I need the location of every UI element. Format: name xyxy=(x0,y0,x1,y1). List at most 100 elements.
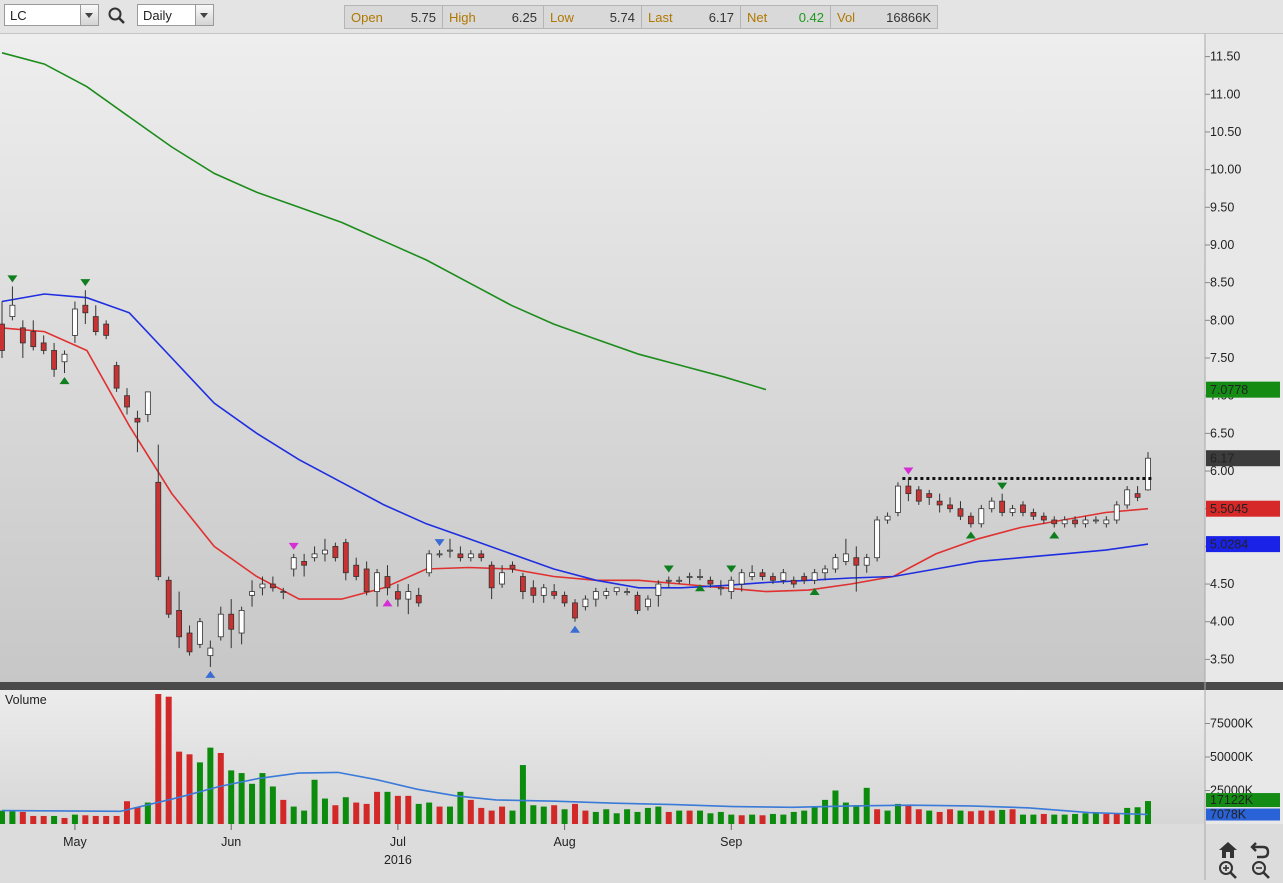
volume-bar xyxy=(926,810,933,824)
price-tick-label: 9.50 xyxy=(1210,200,1234,214)
volume-bar xyxy=(957,810,964,824)
signal-marker xyxy=(997,482,1008,490)
candle-body xyxy=(228,613,235,630)
volume-moving-average xyxy=(1,771,1149,816)
ma-value-label-3: 7.0778 xyxy=(1210,383,1248,397)
period-select[interactable]: Daily xyxy=(137,4,214,26)
candle-body xyxy=(249,591,255,596)
candle-body xyxy=(426,553,433,574)
volume-bar xyxy=(519,765,526,824)
stock-chart[interactable]: 3.504.004.505.005.506.006.507.007.508.00… xyxy=(0,34,1283,880)
volume-bar xyxy=(947,809,954,824)
volume-bar xyxy=(301,810,308,824)
signal-marker xyxy=(205,670,216,678)
volume-bar xyxy=(790,811,797,824)
candle-body xyxy=(1134,493,1141,498)
price-tick-label: 10.00 xyxy=(1210,163,1241,177)
volume-bar xyxy=(280,799,287,824)
volume-bar xyxy=(384,791,391,824)
zoom-in-icon[interactable] xyxy=(1217,860,1239,882)
candle-body xyxy=(499,572,505,585)
undo-icon[interactable] xyxy=(1250,840,1272,862)
volume-bar xyxy=(207,747,214,824)
candle-body xyxy=(124,395,130,408)
candle-body xyxy=(936,500,943,506)
candle-body xyxy=(728,579,735,592)
candle-body xyxy=(103,323,110,336)
volume-bar xyxy=(165,696,172,824)
volume-bar xyxy=(71,814,78,824)
volume-bar xyxy=(1134,807,1141,824)
zoom-out-icon[interactable] xyxy=(1250,860,1272,882)
price-tick-label: 8.00 xyxy=(1210,313,1234,327)
candle-body xyxy=(332,545,339,559)
volume-bar xyxy=(426,802,433,824)
candle-body xyxy=(1009,508,1016,513)
volume-average-label-background xyxy=(1206,808,1280,821)
volume-bar xyxy=(738,815,745,824)
price-panel[interactable] xyxy=(0,34,1205,682)
candle-body xyxy=(353,564,360,577)
volume-bar xyxy=(488,810,495,824)
search-icon[interactable] xyxy=(107,6,127,26)
volume-bar xyxy=(717,811,724,824)
volume-title: Volume xyxy=(5,693,47,707)
volume-bar xyxy=(457,791,464,824)
home-icon[interactable] xyxy=(1217,840,1239,862)
volume-bar xyxy=(353,802,360,824)
volume-bar xyxy=(1082,813,1089,824)
time-tick-label: Jun xyxy=(221,835,241,849)
price-tick-label: 4.00 xyxy=(1210,615,1234,629)
volume-bar xyxy=(603,809,610,824)
year-label: 2016 xyxy=(384,853,412,867)
chevron-down-icon[interactable] xyxy=(195,5,213,25)
chevron-down-icon[interactable] xyxy=(80,5,98,25)
volume-bar xyxy=(988,810,995,824)
panel-divider[interactable] xyxy=(0,682,1283,690)
volume-bar xyxy=(707,813,714,824)
candle-body xyxy=(1051,519,1058,525)
candle-body xyxy=(61,353,68,363)
candle-body xyxy=(176,610,183,638)
candle-body xyxy=(811,572,818,581)
symbol-select[interactable]: LC xyxy=(4,4,99,26)
quote-high: High 6.25 xyxy=(443,6,544,28)
candle-body xyxy=(717,587,724,590)
candle-body xyxy=(842,553,849,562)
volume-bar xyxy=(176,751,183,824)
signal-marker xyxy=(434,539,445,547)
volume-bar xyxy=(1040,813,1047,824)
volume-bar xyxy=(582,810,589,824)
volume-bar xyxy=(634,811,641,824)
volume-bar xyxy=(915,809,922,824)
volume-bar xyxy=(467,799,474,824)
volume-bar xyxy=(780,814,787,824)
candle-body xyxy=(1103,519,1110,525)
price-tick-label: 8.50 xyxy=(1210,276,1234,290)
time-axis-panel xyxy=(0,824,1283,880)
time-tick-label: Sep xyxy=(720,835,742,849)
ma-value-label-3-background xyxy=(1206,381,1280,398)
candle-body xyxy=(832,557,839,570)
volume-bar xyxy=(144,802,151,824)
candle-body xyxy=(467,553,474,559)
candle-body xyxy=(561,594,568,604)
price-tick-label: 10.50 xyxy=(1210,125,1241,139)
volume-bar xyxy=(0,810,5,824)
candle-body xyxy=(572,602,578,619)
moving-average-line-1 xyxy=(1,327,1149,600)
volume-bar xyxy=(1145,801,1151,824)
quote-open: Open 5.75 xyxy=(345,6,443,28)
volume-bar xyxy=(686,810,693,824)
candle-body xyxy=(790,579,797,585)
volume-bar xyxy=(290,806,297,824)
candle-body xyxy=(1082,519,1089,525)
candle-body xyxy=(82,304,89,314)
volume-bar xyxy=(1113,813,1120,824)
candle-body xyxy=(613,587,620,592)
signal-marker xyxy=(695,584,706,592)
volume-bar xyxy=(478,807,485,824)
candle-body xyxy=(290,557,297,570)
candle-body xyxy=(645,598,651,608)
candle-body xyxy=(363,568,370,592)
